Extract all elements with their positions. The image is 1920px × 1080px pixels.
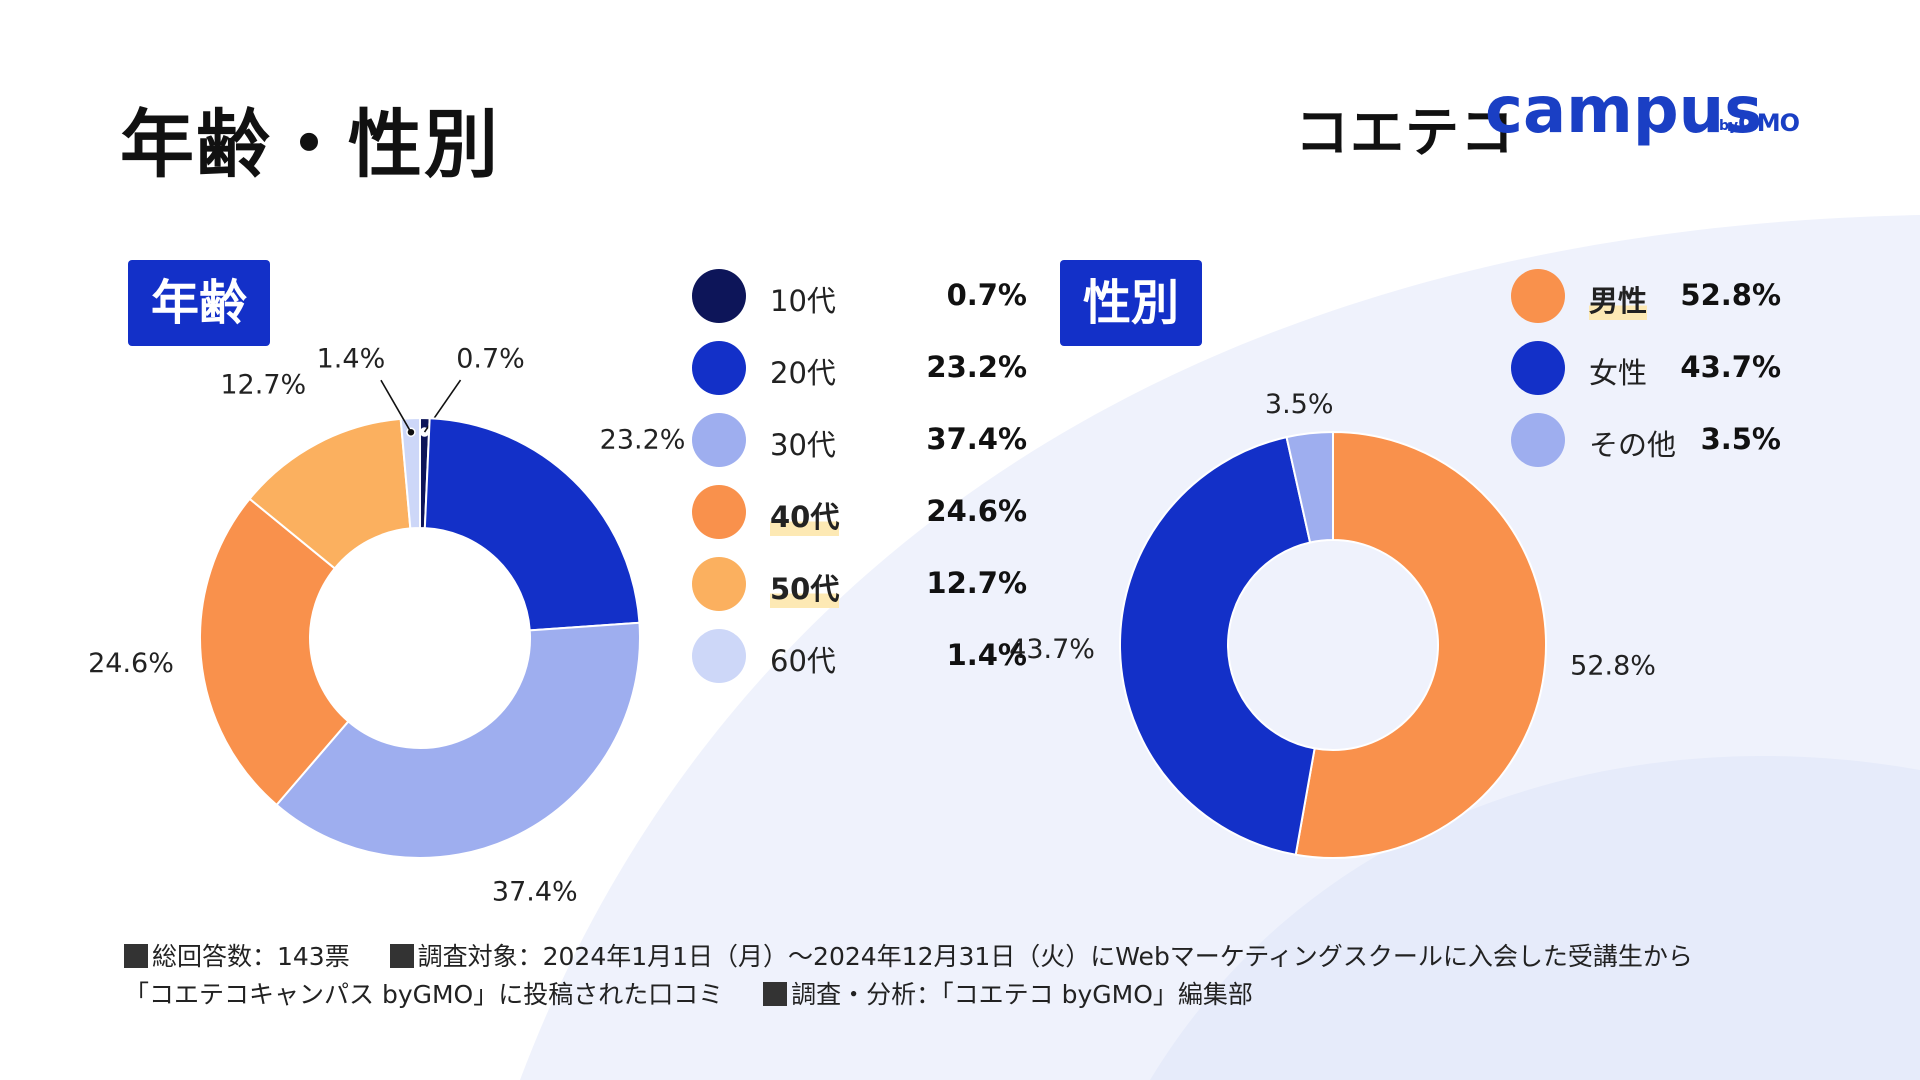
logo-gmo-text: GMO <box>1738 109 1800 137</box>
footnote-line-2: 「コエテコキャンパス byGMO」に投稿された口コミ 調査・分析：「コエテコ b… <box>124 976 1693 1014</box>
footnote: 総回答数：143票 調査対象：2024年1月1日（月）～2024年12月31日（… <box>124 938 1693 1014</box>
age-data-label-1: 23.2% <box>600 425 686 456</box>
age-legend-label: 60代 <box>770 644 836 678</box>
logo-mark-text: コエテコ <box>1295 101 1515 164</box>
age-section-badge: 年齢 <box>128 260 270 346</box>
gender-slice-1 <box>1119 435 1316 856</box>
age-legend-swatch <box>692 269 746 323</box>
footnote-square-icon <box>389 944 414 968</box>
age-legend-label: 10代 <box>770 284 836 318</box>
gender-legend-value: 3.5% <box>1700 422 1781 456</box>
age-leader-line-5 <box>380 379 412 433</box>
gender-legend-swatch <box>1511 413 1565 467</box>
page-title: 年齢・性別 <box>120 102 500 188</box>
age-data-label-4: 12.7% <box>220 369 306 400</box>
gender-section-badge: 性別 <box>1060 260 1202 346</box>
age-legend-value: 0.7% <box>946 278 1027 312</box>
footnote-analysis: 調査・分析：「コエテコ byGMO」編集部 <box>791 980 1253 1009</box>
gender-legend-value: 52.8% <box>1680 278 1781 312</box>
footnote-target: 調査対象：2024年1月1日（月）～2024年12月31日（火）にWebマーケテ… <box>417 942 1693 971</box>
gender-data-label-0: 52.8% <box>1570 650 1656 681</box>
age-legend-swatch <box>692 629 746 683</box>
gender-legend-label: 男性 <box>1589 278 1648 320</box>
gender-slice-0 <box>1294 430 1547 859</box>
age-legend-value: 12.7% <box>926 566 1027 600</box>
gender-data-label-1: 43.7% <box>1009 634 1095 665</box>
age-slice-1 <box>423 417 641 632</box>
gender-legend-swatch <box>1511 341 1565 395</box>
age-legend-label: 40代 <box>770 494 840 536</box>
age-legend-label: 20代 <box>770 356 836 390</box>
gender-legend-label: 女性 <box>1589 356 1648 390</box>
age-data-label-5: 1.4% <box>317 344 386 375</box>
age-data-label-3: 24.6% <box>88 648 174 679</box>
age-data-label-0: 0.7% <box>456 344 525 375</box>
footnote-target-cont: 「コエテコキャンパス byGMO」に投稿された口コミ <box>124 980 724 1009</box>
gender-legend-value: 43.7% <box>1680 350 1781 384</box>
footnote-total: 総回答数：143票 <box>152 942 350 971</box>
age-slice-5 <box>399 416 421 530</box>
age-legend-swatch <box>692 557 746 611</box>
age-legend-value: 37.4% <box>926 422 1027 456</box>
logo-by-text: by <box>1719 118 1739 134</box>
age-legend-swatch <box>692 485 746 539</box>
age-legend-value: 1.4% <box>946 638 1027 672</box>
gender-donut-chart: 52.8% 43.7% 3.5% <box>1009 389 1656 859</box>
logo-campus-text: campus <box>1485 74 1763 148</box>
footnote-line-1: 総回答数：143票 調査対象：2024年1月1日（月）～2024年12月31日（… <box>124 938 1693 976</box>
background-wave-shape-inner <box>1150 756 1920 1080</box>
age-data-label-2: 37.4% <box>492 876 578 907</box>
footnote-square-icon <box>124 944 148 968</box>
age-slice-3 <box>199 497 350 807</box>
gender-legend-swatch <box>1511 269 1565 323</box>
age-legend-value: 23.2% <box>926 350 1027 384</box>
age-legend-swatch <box>692 341 746 395</box>
age-legend-label: 50代 <box>770 566 840 608</box>
age-legend-value: 24.6% <box>926 494 1027 528</box>
age-slice-2 <box>275 621 641 859</box>
footnote-square-icon <box>763 982 788 1006</box>
age-donut-chart: 0.7% 23.2% 37.4% 24.6% 12.7% 1.4% <box>88 344 685 908</box>
gender-data-label-2: 3.5% <box>1265 389 1334 420</box>
age-legend-label: 30代 <box>770 428 836 462</box>
gender-slice-2 <box>1285 430 1334 544</box>
age-legend-swatch <box>692 413 746 467</box>
gender-legend-label: その他 <box>1589 428 1677 462</box>
